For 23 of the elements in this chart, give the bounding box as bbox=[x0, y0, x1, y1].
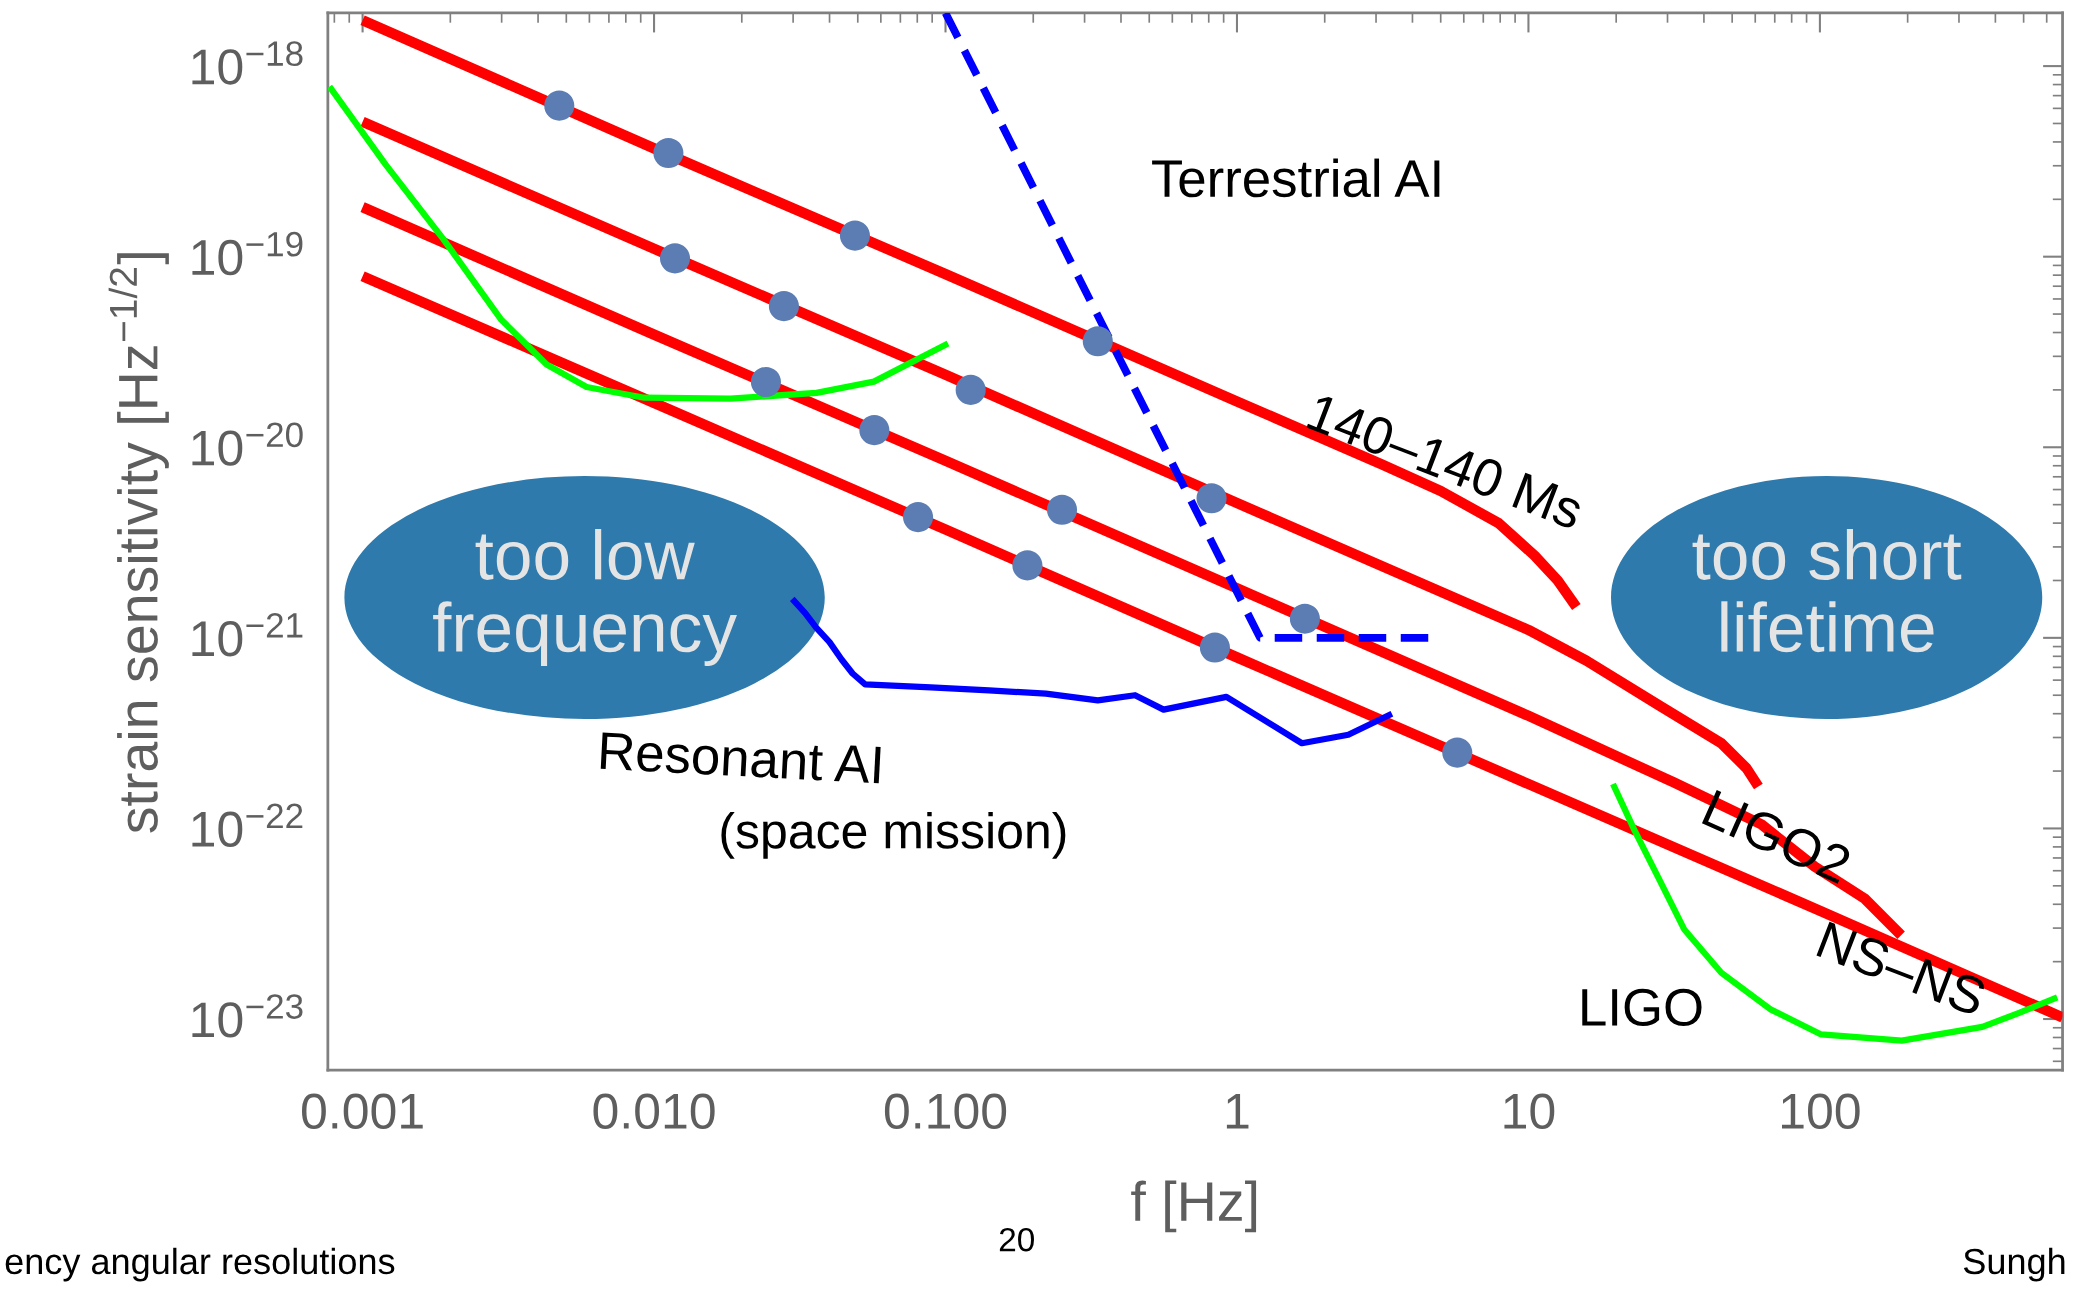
x-tick-label: 0.010 bbox=[593, 1093, 715, 1129]
x-tick-label: 10 bbox=[1504, 1093, 1555, 1129]
text: Sungh bbox=[1963, 1247, 2065, 1282]
annotation: Resonant AI bbox=[600, 732, 881, 784]
y-axis-title: strain sensitivity [Hz$^{−1/2}$] bbox=[108, 253, 169, 833]
text: 20 bbox=[999, 1227, 1034, 1252]
y-tick-label: 10$^{−21}$ bbox=[192, 612, 303, 657]
annotation: too short lifetime bbox=[1692, 529, 1962, 653]
x-tick-label: 0.001 bbox=[301, 1093, 423, 1129]
y-tick-label: 10$^{−19}$ bbox=[192, 231, 303, 276]
x-tick-label: 0.100 bbox=[884, 1093, 1007, 1129]
annotation: (space mission) bbox=[721, 812, 1066, 859]
y-tick-label: 10$^{−20}$ bbox=[192, 422, 303, 466]
x-tick-label: 1 bbox=[1226, 1094, 1249, 1129]
y-tick-label: 10$^{−22}$ bbox=[192, 803, 303, 847]
text: ency angular resolutions bbox=[5, 1247, 395, 1282]
annotation: Terrestrial AI bbox=[1152, 158, 1440, 198]
annotation: LIGO bbox=[1582, 988, 1702, 1027]
annotation: too low frequency bbox=[433, 529, 737, 667]
y-tick-label: 10$^{−23}$ bbox=[192, 994, 303, 1038]
x-axis-title: f [Hz] bbox=[1131, 1180, 1257, 1233]
y-tick-label: 10$^{−18}$ bbox=[192, 41, 303, 85]
x-tick-label: 100 bbox=[1782, 1093, 1860, 1129]
